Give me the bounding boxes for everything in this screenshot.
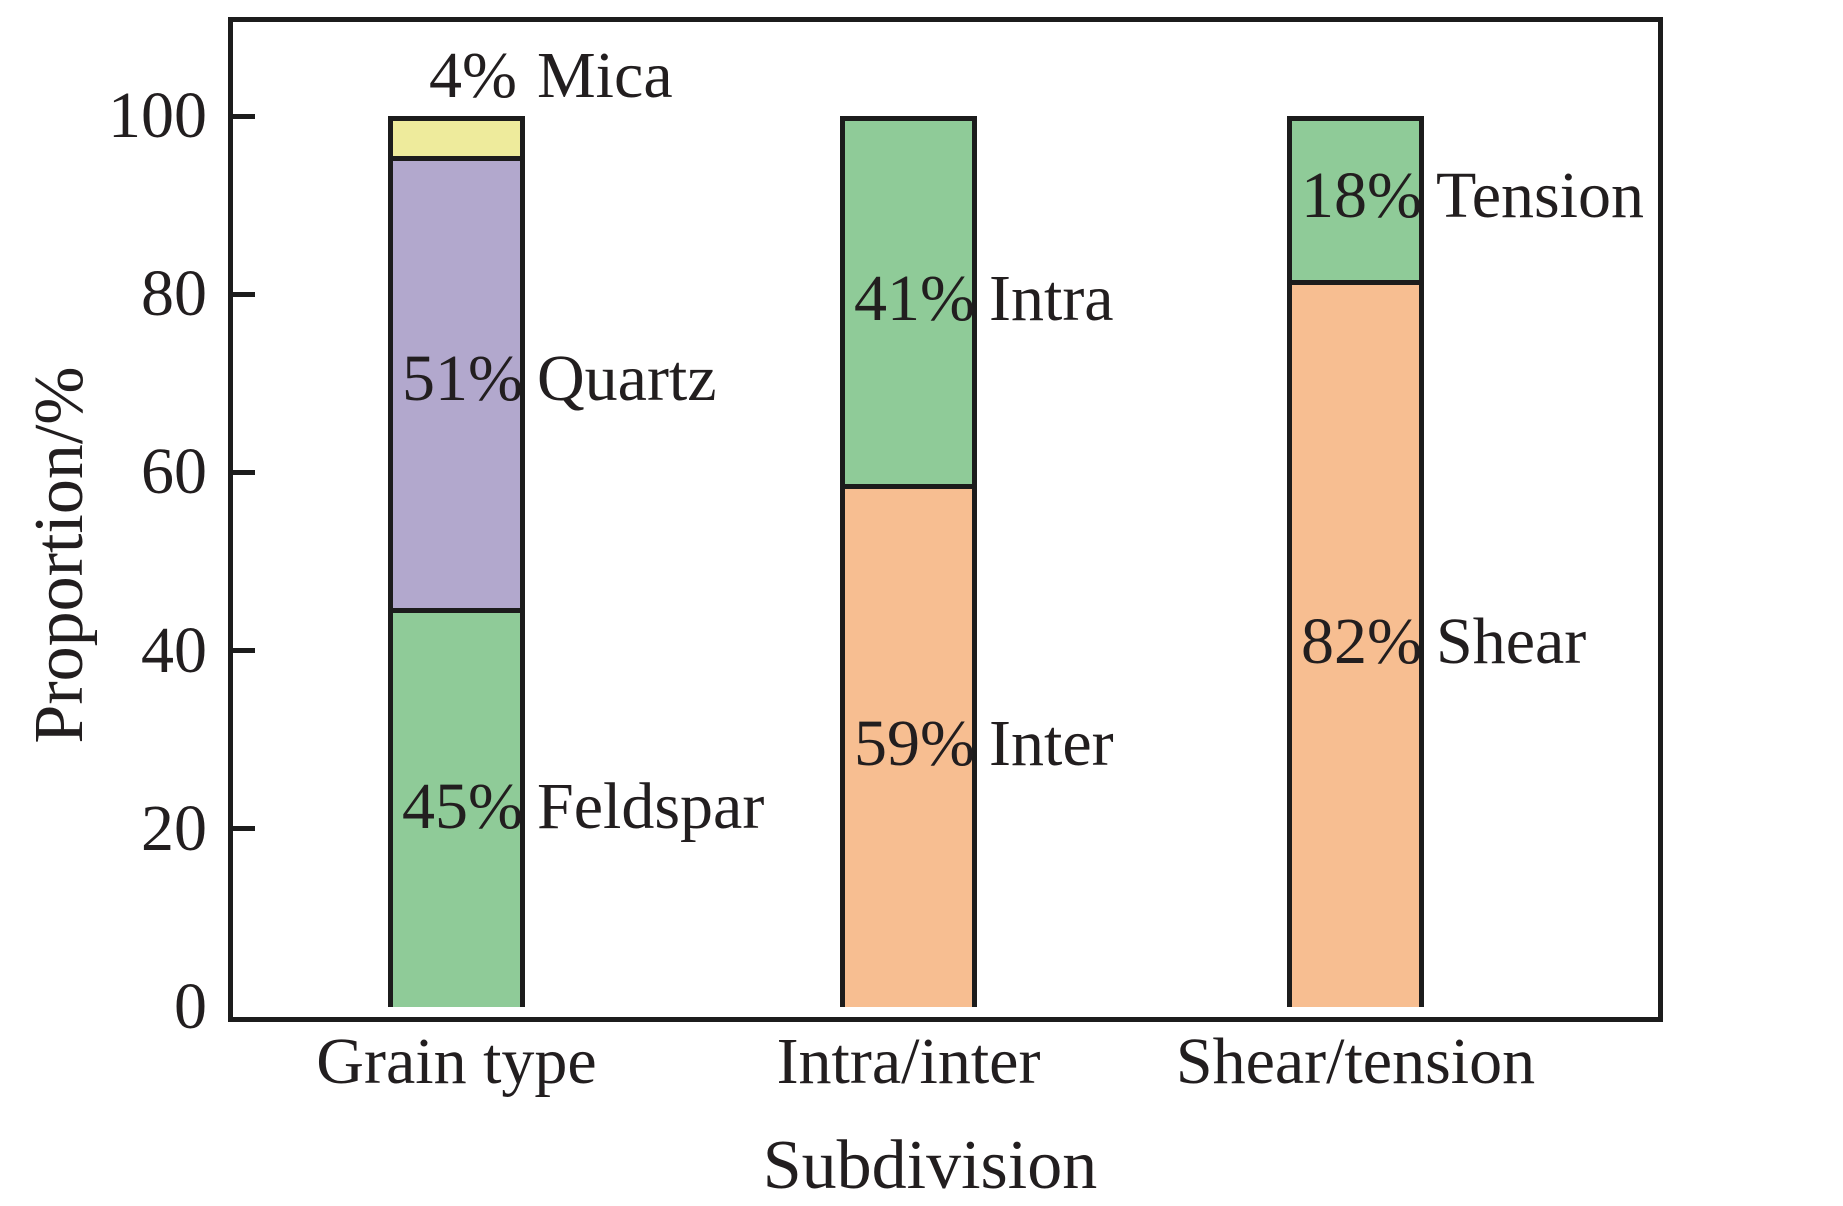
bar-segment-inter: [845, 484, 972, 1007]
category-label-shear-tension: Shear/tension: [1175, 1025, 1536, 1098]
segment-name-label-feldspar: Feldspar: [537, 769, 765, 843]
segment-percent-label-tension: 18%: [1301, 159, 1422, 233]
bar-segment-feldspar: [393, 608, 520, 1007]
bar-segment-tension: [1292, 121, 1419, 281]
segment-name-label-quartz: Quartz: [537, 341, 717, 415]
category-label-intra-inter: Intra/inter: [776, 1025, 1041, 1098]
y-tick-label-40: 40: [141, 613, 207, 687]
y-tick-100: [233, 113, 255, 119]
bar-shear-tension: [1287, 116, 1424, 1007]
y-tick-label-20: 20: [141, 791, 207, 865]
plot-area: Proportion/% Subdivision 0 20 40 60 80 100 45%…: [21, 17, 1663, 1204]
segment-name-label-shear: Shear: [1436, 604, 1587, 678]
segment-percent-label-mica: 4%: [429, 39, 517, 112]
y-axis-title: Proportion/%: [21, 366, 98, 744]
bar-segment-quartz: [393, 156, 520, 609]
y-tick-label-100: 100: [108, 79, 207, 152]
y-tick-label-60: 60: [141, 435, 207, 509]
segment-percent-label-quartz: 51%: [402, 341, 523, 415]
segment-percent-label-shear: 82%: [1301, 604, 1422, 678]
segment-name-label-tension: Tension: [1436, 159, 1645, 233]
bar-grain-type: [388, 116, 525, 1007]
bar-intra-inter: [840, 116, 977, 1007]
y-tick-20: [233, 826, 255, 832]
y-tick-label-0: 0: [174, 970, 207, 1043]
y-tick-60: [233, 469, 255, 475]
x-axis-title: Subdivision: [762, 1127, 1098, 1204]
segment-name-label-mica: Mica: [537, 39, 673, 112]
y-tick-40: [233, 648, 255, 654]
bar-segment-intra: [845, 121, 972, 485]
category-label-grain-type: Grain type: [316, 1025, 597, 1098]
y-tick-80: [233, 291, 255, 297]
y-tick-label-80: 80: [141, 257, 207, 331]
segment-percent-label-inter: 59%: [854, 707, 975, 781]
segment-name-label-intra: Intra: [989, 261, 1114, 335]
bar-segment-shear: [1292, 280, 1419, 1007]
bar-segment-mica: [393, 121, 520, 157]
segment-name-label-inter: Inter: [989, 707, 1114, 781]
segment-percent-label-intra: 41%: [854, 261, 975, 335]
segment-percent-label-feldspar: 45%: [402, 769, 523, 843]
